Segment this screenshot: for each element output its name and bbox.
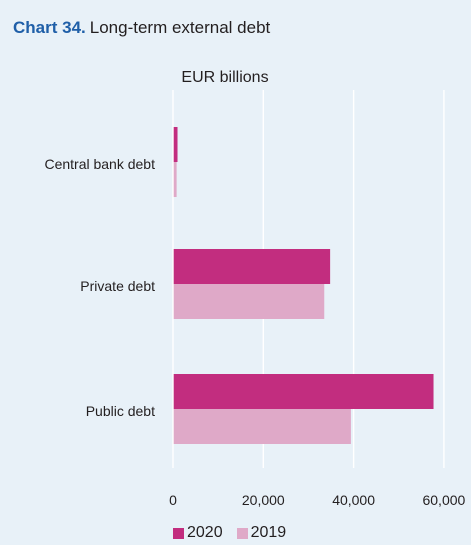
chart-number: Chart 34. [13,18,86,37]
category-label: Central bank debt [44,156,155,172]
category-label: Public debt [86,403,155,419]
x-tick-label: 40,000 [332,492,375,508]
x-tick-label: 0 [169,492,177,508]
legend-swatch [173,527,184,539]
x-tick-label: 60,000 [422,492,465,508]
bar-2020-1 [173,249,331,284]
legend-item-2020: 2020 [173,524,223,542]
chart-title-text: Long-term external debt [89,18,271,37]
unit-label: EUR billions [181,69,268,86]
bar-2019-0 [173,162,177,197]
legend-label: 2020 [187,524,223,541]
bar-2019-2 [173,409,351,444]
legend-item-2019: 2019 [236,524,287,542]
bar-2020-0 [173,127,178,162]
chart-legend: 2020 2019 [173,524,300,542]
category-label: Private debt [80,278,155,294]
chart-title: Chart 34. Long-term external debt [13,18,270,38]
x-tick-label: 20,000 [242,492,285,508]
legend-swatch [236,527,248,539]
bar-2019-1 [173,284,325,319]
bar-2020-2 [173,374,434,409]
legend-label: 2019 [250,524,287,541]
